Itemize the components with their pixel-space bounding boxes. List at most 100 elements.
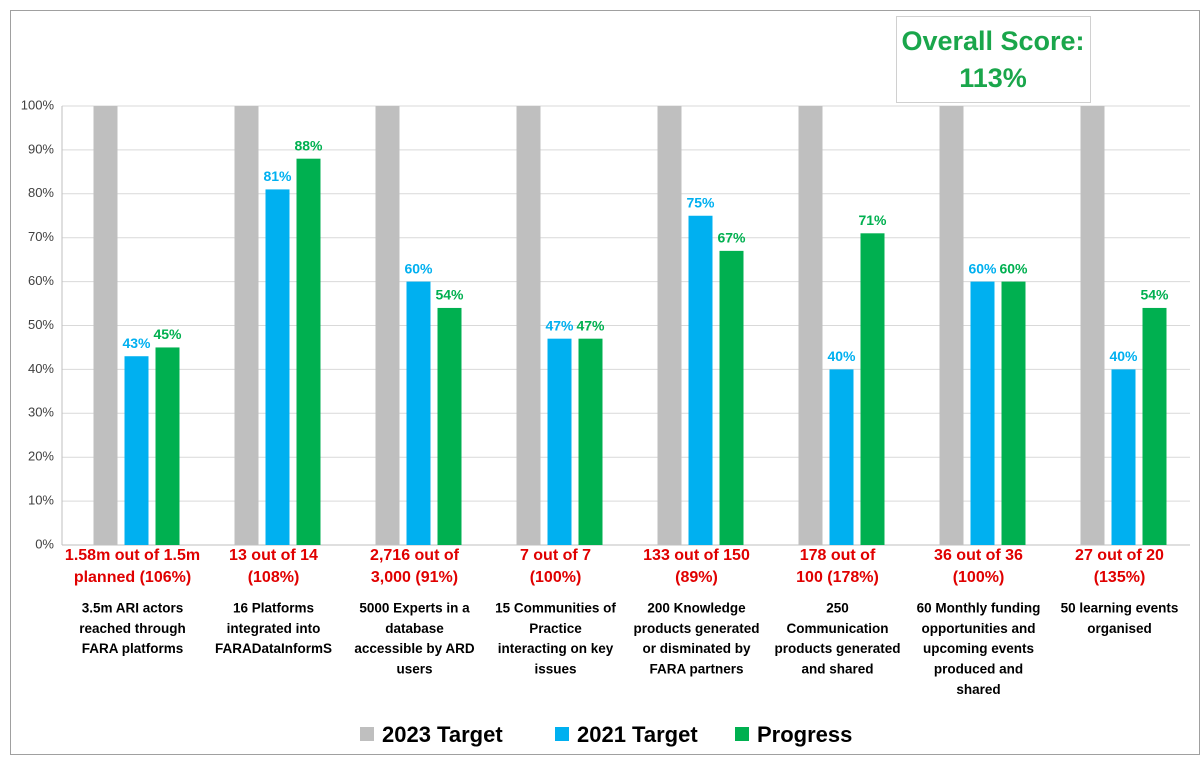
x-tick-label: products generated <box>774 641 900 656</box>
y-tick-label: 10% <box>28 493 54 508</box>
progress-label: (100%) <box>953 569 1005 586</box>
x-tick-label: 3.5m ARI actors <box>82 601 184 616</box>
x-tick-label: users <box>396 661 432 676</box>
bar <box>124 356 149 545</box>
data-label: 81% <box>263 168 292 184</box>
data-label: 47% <box>545 317 574 333</box>
data-label: 60% <box>999 260 1028 276</box>
progress-label: 36 out of 36 <box>934 547 1023 564</box>
bar <box>939 106 964 545</box>
y-tick-label: 100% <box>21 97 55 112</box>
x-tick-label: accessible by ARD <box>354 641 475 656</box>
y-tick-label: 30% <box>28 405 54 420</box>
x-tick-label: produced and <box>934 661 1023 676</box>
x-tick-label: and shared <box>801 661 873 676</box>
data-label: 47% <box>576 317 605 333</box>
y-tick-label: 50% <box>28 317 54 332</box>
data-label: 40% <box>827 348 856 364</box>
progress-label: (108%) <box>248 569 300 586</box>
progress-label: 3,000 (91%) <box>371 569 458 586</box>
x-tick-label: integrated into <box>227 621 321 636</box>
x-tick-label: 50 learning events <box>1061 601 1179 616</box>
legend-swatch <box>555 727 569 741</box>
x-tick-label: 250 <box>826 601 849 616</box>
score-box <box>896 16 1091 103</box>
x-tick-label: interacting on key <box>498 641 614 656</box>
progress-label: 100 (178%) <box>796 569 879 586</box>
x-tick-label: FARADataInformS <box>215 641 332 656</box>
x-tick-label: 60 Monthly funding <box>917 601 1041 616</box>
data-label: 71% <box>858 212 887 228</box>
bar <box>234 106 259 545</box>
x-tick-label: Communication <box>786 621 888 636</box>
data-label: 45% <box>153 326 182 342</box>
y-tick-label: 0% <box>35 536 54 551</box>
y-tick-label: 70% <box>28 229 54 244</box>
bar <box>93 106 118 545</box>
progress-label: 133 out of 150 <box>643 547 750 564</box>
bar <box>578 338 603 545</box>
x-tick-label: 16 Platforms <box>233 601 314 616</box>
bar <box>970 281 995 545</box>
chart-border <box>10 10 1200 755</box>
data-label: 54% <box>1140 287 1169 303</box>
score-label: Overall Score: <box>901 26 1084 56</box>
progress-label: 27 out of 20 <box>1075 547 1164 564</box>
x-tick-label: database <box>385 621 444 636</box>
x-tick-label: issues <box>534 661 576 676</box>
progress-label: planned (106%) <box>74 569 191 586</box>
bar <box>155 347 180 545</box>
x-tick-label: products generated <box>633 621 759 636</box>
bar <box>547 338 572 545</box>
progress-label: (135%) <box>1094 569 1146 586</box>
x-tick-label: or disminated by <box>642 641 751 656</box>
progress-label: 2,716 out of <box>370 547 460 564</box>
bar <box>1001 281 1026 545</box>
y-tick-label: 40% <box>28 361 54 376</box>
x-tick-label: shared <box>956 682 1000 697</box>
data-label: 54% <box>435 287 464 303</box>
progress-label: 178 out of <box>800 547 876 564</box>
x-tick-label: reached through <box>79 621 186 636</box>
x-tick-label: upcoming events <box>923 641 1034 656</box>
progress-label: 1.58m out of 1.5m <box>65 547 200 564</box>
bar <box>798 106 823 545</box>
progress-label: 7 out of 7 <box>520 547 591 564</box>
x-tick-label: 200 Knowledge <box>647 601 746 616</box>
x-tick-label: organised <box>1087 621 1152 636</box>
y-tick-label: 80% <box>28 185 54 200</box>
legend-swatch <box>735 727 749 741</box>
bar <box>1142 307 1167 545</box>
legend-swatch <box>360 727 374 741</box>
x-tick-label: opportunities and <box>922 621 1036 636</box>
progress-label: 13 out of 14 <box>229 547 318 564</box>
y-tick-label: 60% <box>28 273 54 288</box>
bar <box>516 106 541 545</box>
bar <box>657 106 682 545</box>
data-label: 43% <box>122 335 151 351</box>
y-tick-label: 20% <box>28 449 54 464</box>
progress-label: (89%) <box>675 569 718 586</box>
x-tick-label: FARA partners <box>649 661 743 676</box>
data-label: 60% <box>968 260 997 276</box>
data-label: 40% <box>1109 348 1138 364</box>
bar <box>265 189 290 545</box>
data-label: 88% <box>294 137 323 153</box>
bar <box>829 369 854 545</box>
bar <box>1111 369 1136 545</box>
data-label: 60% <box>404 260 433 276</box>
legend-label: 2021 Target <box>577 722 698 747</box>
bar <box>406 281 431 545</box>
data-label: 67% <box>717 230 746 246</box>
bar <box>437 307 462 545</box>
data-label: 75% <box>686 194 715 210</box>
score-value: 113% <box>959 63 1027 93</box>
bar <box>860 233 885 545</box>
legend-label: Progress <box>757 722 852 747</box>
bar <box>375 106 400 545</box>
legend-label: 2023 Target <box>382 722 503 747</box>
bar <box>688 215 713 545</box>
y-tick-label: 90% <box>28 141 54 156</box>
